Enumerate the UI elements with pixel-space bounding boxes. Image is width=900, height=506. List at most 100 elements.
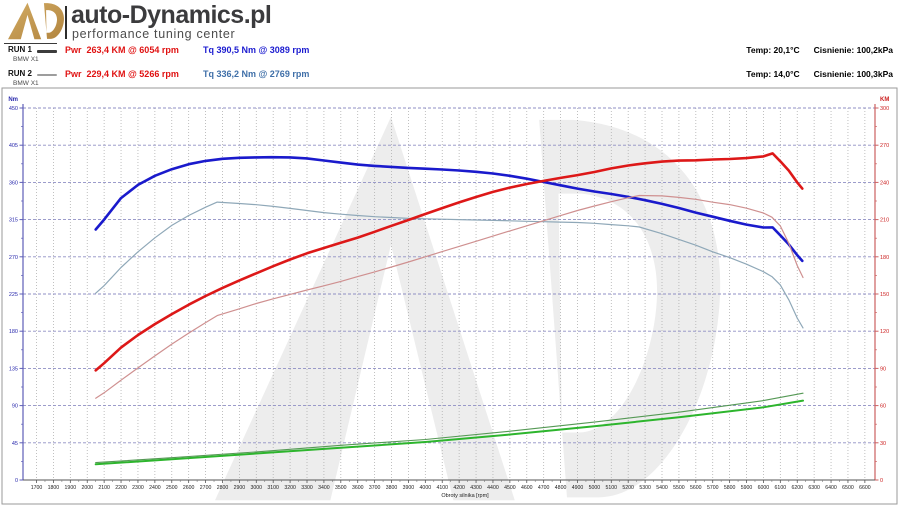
header-divider	[65, 6, 67, 39]
curve-torque-run1	[94, 155, 804, 263]
chart-border	[1, 87, 898, 505]
run1-conditions: Temp: 20,1°C Cisnienie: 100,2kPa	[746, 45, 893, 55]
legend-separator	[4, 43, 57, 44]
run2-pressure: Cisnienie: 100,3kPa	[813, 69, 893, 79]
run2-vehicle: BMW X1	[13, 80, 39, 87]
right-axis-value: 210	[880, 218, 889, 224]
x-axis-value: 4100	[436, 485, 448, 491]
x-axis-value: 3500	[335, 485, 347, 491]
curve-power-run1	[94, 152, 804, 372]
right-axis-value: 180	[880, 255, 889, 261]
brand-tagline: performance tuning center	[72, 27, 236, 41]
x-axis-value: 1900	[65, 485, 77, 491]
right-axis-value: 120	[880, 329, 889, 335]
left-axis-unit: Nm	[8, 97, 18, 103]
x-axis-value: 6500	[842, 485, 854, 491]
x-axis-value: 2500	[166, 485, 178, 491]
brand-title: auto-Dynamics.pl	[71, 1, 272, 29]
x-axis-value: 4900	[572, 485, 584, 491]
right-axis-value: 270	[880, 143, 889, 149]
x-axis-value: 4800	[555, 485, 567, 491]
x-axis-value: 2800	[217, 485, 229, 491]
x-axis-value: 5700	[707, 485, 719, 491]
right-axis-value: 150	[880, 292, 889, 298]
run1-temp: Temp: 20,1°C	[746, 45, 800, 55]
x-axis-value: 6200	[791, 485, 803, 491]
left-axis-value: 360	[9, 180, 18, 186]
right-axis-value: 0	[880, 478, 883, 484]
x-axis-value: 4700	[538, 485, 550, 491]
run1-label: RUN 1	[8, 45, 33, 54]
x-axis-value: 5500	[673, 485, 685, 491]
x-axis-value: 5200	[622, 485, 634, 491]
right-axis-value: 240	[880, 180, 889, 186]
curve-power-run2	[95, 194, 804, 399]
x-axis-value: 5800	[724, 485, 736, 491]
x-axis-value: 3700	[369, 485, 381, 491]
x-axis-value: 4200	[453, 485, 465, 491]
x-axis-value: 5000	[589, 485, 601, 491]
x-axis-value: 3000	[251, 485, 263, 491]
left-axis-value: 0	[15, 478, 18, 484]
x-axis-value: 5400	[656, 485, 668, 491]
left-axis-value: 45	[12, 441, 18, 447]
x-axis-value: 6400	[825, 485, 837, 491]
right-axis-value: 300	[880, 106, 889, 112]
right-axis-unit: KM	[880, 97, 889, 103]
x-axis-value: 4500	[504, 485, 516, 491]
watermark-logo-icon	[215, 116, 721, 501]
left-axis-value: 315	[9, 218, 18, 224]
run1-vehicle: BMW X1	[13, 56, 39, 63]
x-axis-value: 2100	[98, 485, 110, 491]
run1-torque-readout: Tq 390,5 Nm @ 3089 rpm	[203, 45, 310, 55]
run1-line-sample	[37, 50, 57, 53]
x-axis-value: 4300	[470, 485, 482, 491]
x-axis-value: 2700	[200, 485, 212, 491]
run2-label: RUN 2	[8, 69, 33, 78]
run2-power-readout: Pwr 229,4 KM @ 5266 rpm	[65, 69, 179, 79]
left-axis-value: 90	[12, 404, 18, 410]
run1-pressure: Cisnienie: 100,2kPa	[813, 45, 893, 55]
x-axis-value: 4000	[420, 485, 432, 491]
left-axis-value: 180	[9, 329, 18, 335]
x-axis-value: 4600	[521, 485, 533, 491]
x-axis-value: 6600	[859, 485, 871, 491]
x-axis-value: 3600	[352, 485, 364, 491]
run2-line-sample	[37, 74, 57, 76]
x-axis-value: 2200	[115, 485, 127, 491]
x-axis-value: 3800	[386, 485, 398, 491]
x-axis-value: 3400	[318, 485, 330, 491]
left-axis-value: 405	[9, 143, 18, 149]
x-axis-value: 6300	[808, 485, 820, 491]
x-axis-value: 1700	[31, 485, 43, 491]
x-axis-value: 3100	[267, 485, 279, 491]
left-axis-value: 450	[9, 106, 18, 112]
x-axis-value: 2000	[81, 485, 93, 491]
x-axis-value: 5300	[639, 485, 651, 491]
x-axis-title: Obroty silnika [rpm]	[441, 493, 489, 499]
curve-green-trace-2	[95, 392, 804, 464]
x-axis-value: 3300	[301, 485, 313, 491]
x-axis-value: 3900	[403, 485, 415, 491]
run2-conditions: Temp: 14,0°C Cisnienie: 100,3kPa	[746, 69, 893, 79]
x-axis-value: 2300	[132, 485, 144, 491]
run1-power-readout: Pwr 263,4 KM @ 6054 rpm	[65, 45, 179, 55]
brand-logo-icon	[8, 2, 64, 40]
curve-torque-run2	[95, 201, 804, 329]
curve-green-trace-1	[94, 399, 804, 466]
x-axis-value: 4400	[487, 485, 499, 491]
x-axis-value: 2900	[234, 485, 246, 491]
left-axis-value: 225	[9, 292, 18, 298]
run2-temp: Temp: 14,0°C	[746, 69, 800, 79]
right-axis-value: 60	[880, 404, 886, 410]
x-axis-value: 5600	[690, 485, 702, 491]
right-axis-value: 30	[880, 441, 886, 447]
x-axis-value: 6100	[775, 485, 787, 491]
x-axis-value: 5100	[606, 485, 618, 491]
x-axis-value: 3200	[284, 485, 296, 491]
left-axis-value: 135	[9, 366, 18, 372]
right-axis-value: 90	[880, 366, 886, 372]
x-axis-value: 2400	[149, 485, 161, 491]
